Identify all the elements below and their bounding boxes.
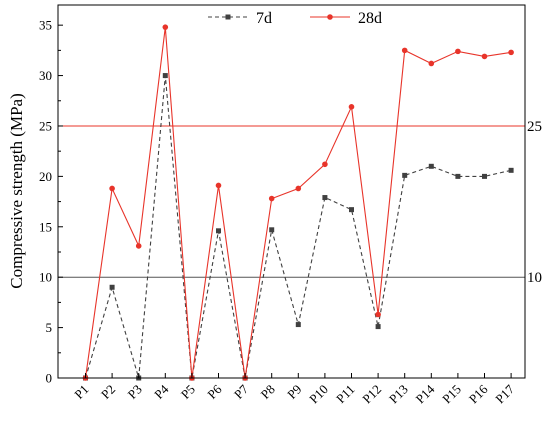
legend-label-7d: 7d: [256, 10, 272, 27]
plot-frame: [57, 4, 526, 379]
point-7d-P10: [322, 195, 328, 201]
point-7d-P17: [508, 167, 514, 173]
point-28d-P14: [428, 60, 435, 67]
point-7d-P4: [162, 73, 168, 79]
x-tick-label-P15: P15: [439, 382, 464, 407]
x-tick-label-P12: P12: [359, 382, 384, 407]
x-tick-label-P11: P11: [333, 382, 358, 407]
y-tick-label-25: 25: [39, 118, 52, 133]
point-7d-P9: [295, 322, 301, 328]
series-line-7d: [84, 75, 512, 379]
x-tick-label-P7: P7: [231, 381, 252, 402]
point-7d-P2: [109, 284, 115, 290]
point-28d-P12: [375, 311, 381, 318]
point-7d-P8: [269, 227, 275, 233]
y-tick-label-20: 20: [39, 169, 52, 184]
x-tick-label-P8: P8: [258, 382, 278, 402]
point-7d-P13: [402, 172, 408, 178]
x-tick-label-P6: P6: [204, 381, 225, 402]
y-axis-title: Compressive strength (MPa): [7, 93, 26, 288]
x-tick-label-P4: P4: [151, 381, 172, 402]
y-tick-label-10: 10: [39, 270, 52, 285]
point-7d-P14: [428, 163, 434, 169]
point-28d-P9: [295, 185, 302, 192]
point-7d-P16: [482, 173, 487, 179]
x-tick-label-P2: P2: [98, 382, 118, 402]
x-tick-label-P16: P16: [466, 381, 491, 406]
legend-label-28d: 28d: [358, 10, 382, 27]
reference-label-10: 10: [527, 270, 542, 286]
x-tick-label-P9: P9: [284, 382, 304, 402]
point-28d-P13: [401, 47, 408, 54]
point-28d-P10: [322, 161, 328, 168]
point-28d-P15: [455, 48, 461, 55]
point-28d-P11: [348, 104, 355, 110]
x-tick-label-P3: P3: [125, 382, 145, 402]
y-tick-label-5: 5: [46, 320, 53, 335]
point-28d-P2: [109, 185, 115, 192]
x-tick-label-P10: P10: [306, 382, 331, 407]
y-tick-label-35: 35: [39, 18, 52, 33]
point-28d-P16: [481, 53, 488, 60]
x-tick-label-P17: P17: [492, 381, 517, 406]
point-7d-P6: [216, 228, 221, 234]
y-tick-label-30: 30: [39, 68, 52, 83]
y-tick-label-15: 15: [39, 219, 52, 234]
reference-label-25: 25: [527, 119, 542, 135]
legend: 7d 28d: [208, 10, 382, 27]
y-tick-label-0: 0: [46, 371, 53, 386]
point-7d-P12: [375, 324, 381, 330]
reference-lines: 25 10: [58, 119, 542, 286]
point-7d-P15: [455, 173, 461, 179]
x-tick-label-P5: P5: [178, 382, 198, 402]
point-28d-P6: [215, 182, 222, 189]
x-tick-label-P1: P1: [71, 382, 91, 402]
point-28d-P4: [162, 24, 169, 30]
x-tick-label-P14: P14: [413, 381, 438, 406]
series-layer: [82, 24, 514, 381]
legend-marker-28d: [327, 14, 333, 20]
point-28d-P17: [508, 49, 514, 56]
point-7d-P11: [349, 207, 354, 213]
point-28d-P8: [268, 195, 275, 202]
legend-marker-7d: [225, 14, 231, 20]
point-28d-P3: [135, 243, 142, 249]
x-tick-label-P13: P13: [386, 382, 411, 407]
